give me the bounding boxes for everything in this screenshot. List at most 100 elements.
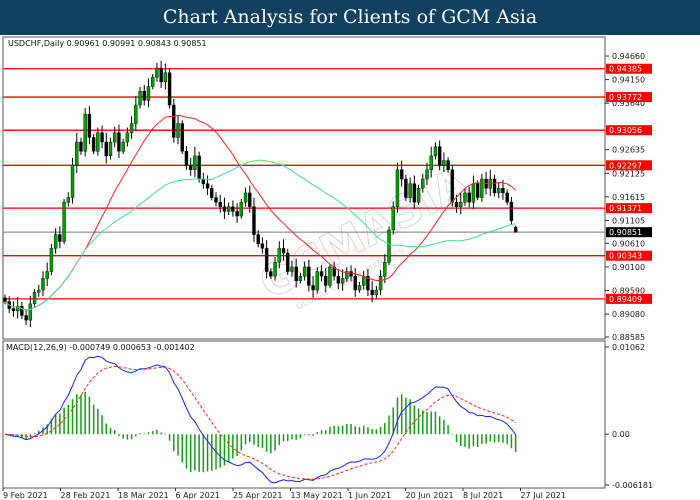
- candle-body: [324, 275, 328, 286]
- candle-body: [446, 160, 450, 170]
- macd-y-tick-label: 0.01062: [612, 343, 645, 352]
- y-tick-label: 0.94150: [612, 76, 645, 85]
- candle-body: [442, 160, 446, 166]
- candle-body: [62, 201, 66, 242]
- price-header: USDCHF,Daily 0.90961 0.90991 0.90843 0.9…: [8, 39, 207, 48]
- level-label: 0.94385: [609, 65, 642, 74]
- y-tick-label: 0.92635: [612, 146, 645, 155]
- y-tick-label: 0.89590: [612, 287, 645, 296]
- candle-body: [336, 275, 341, 284]
- candle-body: [193, 155, 197, 170]
- candle-body: [231, 206, 235, 212]
- candle-body: [218, 201, 222, 207]
- candle-body: [463, 192, 467, 203]
- candle-body: [425, 169, 429, 180]
- level-label-bg: [606, 203, 652, 214]
- candle-body: [459, 201, 463, 207]
- candle-body: [395, 169, 400, 207]
- candle-body: [433, 146, 438, 157]
- candle-body: [49, 248, 54, 272]
- candle-body: [252, 206, 256, 235]
- level-label-bg: [606, 92, 652, 103]
- candle-body: [294, 266, 298, 282]
- candle-body: [475, 183, 480, 198]
- candle-body: [319, 271, 324, 277]
- y-tick-label: 0.90100: [612, 263, 645, 272]
- candle-body: [83, 114, 87, 152]
- candle-body: [269, 271, 273, 277]
- candle-body: [214, 197, 218, 203]
- candle-body: [332, 266, 336, 277]
- candle-body: [497, 188, 501, 194]
- candle-body: [75, 141, 79, 166]
- candle-body: [167, 72, 172, 106]
- candle-body: [3, 297, 7, 302]
- level-label: 0.91371: [609, 204, 642, 213]
- candle-body: [155, 67, 159, 78]
- candle-body: [222, 206, 227, 212]
- candle-body: [302, 266, 307, 277]
- current-price-label: 0.90851: [609, 228, 642, 237]
- candle-body: [345, 271, 349, 279]
- candle-body: [226, 206, 231, 212]
- candle-body: [471, 183, 476, 203]
- level-label-bg: [606, 160, 652, 171]
- candle-body: [11, 308, 16, 312]
- signal-line: [4, 365, 516, 480]
- candle-body: [408, 183, 412, 198]
- candle-body: [146, 86, 151, 101]
- candle-body: [184, 151, 189, 166]
- x-tick-label: 25 Apr 2021: [233, 491, 282, 500]
- candle-body: [138, 90, 142, 106]
- candle-body: [28, 303, 33, 321]
- level-label: 0.92297: [609, 161, 642, 170]
- candle-body: [421, 178, 425, 189]
- x-tick-label: 8 Jul 2021: [463, 491, 503, 500]
- candle-body: [370, 289, 374, 295]
- candle-body: [205, 183, 210, 189]
- candle-body: [286, 252, 290, 272]
- candle-body: [70, 164, 75, 198]
- candle-body: [467, 192, 471, 203]
- candle-body: [340, 278, 345, 284]
- x-tick-label: 9 Feb 2021: [3, 491, 48, 500]
- candle-body: [159, 67, 163, 83]
- candle-body: [488, 178, 492, 189]
- candle-body: [121, 141, 125, 152]
- candle-body: [134, 104, 138, 124]
- candle-body: [505, 192, 509, 203]
- candle-body: [163, 72, 168, 83]
- candle-body: [307, 266, 311, 286]
- candle-body: [315, 271, 319, 291]
- macd-line: [4, 355, 517, 484]
- candle-body: [117, 132, 121, 152]
- candle-body: [277, 248, 281, 263]
- candle-body: [260, 243, 265, 249]
- candle-body: [201, 178, 206, 184]
- level-label-bg: [606, 250, 652, 261]
- candle-body: [273, 262, 277, 277]
- x-tick-label: 1 Jun 2021: [348, 491, 391, 500]
- level-label-bg: [606, 125, 652, 136]
- level-label: 0.89409: [609, 295, 642, 304]
- watermark-logo: GCMASIA GLOBAL CAPITAL MARKETS: [251, 157, 478, 313]
- y-tick-label: 0.91105: [612, 216, 645, 225]
- candle-body: [45, 271, 49, 279]
- x-tick-label: 20 Jun 2021: [406, 491, 454, 500]
- y-tick-label: 0.88585: [612, 333, 645, 342]
- candle-body: [108, 141, 113, 157]
- candle-body: [58, 234, 62, 242]
- candle-body: [129, 123, 134, 133]
- y-tick-label: 0.89080: [612, 310, 645, 319]
- main-panel-frame: [2, 36, 606, 340]
- candle-body: [399, 169, 404, 180]
- candle-body: [513, 226, 518, 233]
- candle-body: [416, 188, 421, 203]
- candle-body: [311, 285, 315, 291]
- candle-body: [24, 315, 28, 321]
- candle-body: [150, 77, 155, 87]
- candle-body: [387, 229, 391, 263]
- x-tick-label: 6 Apr 2021: [176, 491, 220, 500]
- candle-body: [142, 90, 146, 101]
